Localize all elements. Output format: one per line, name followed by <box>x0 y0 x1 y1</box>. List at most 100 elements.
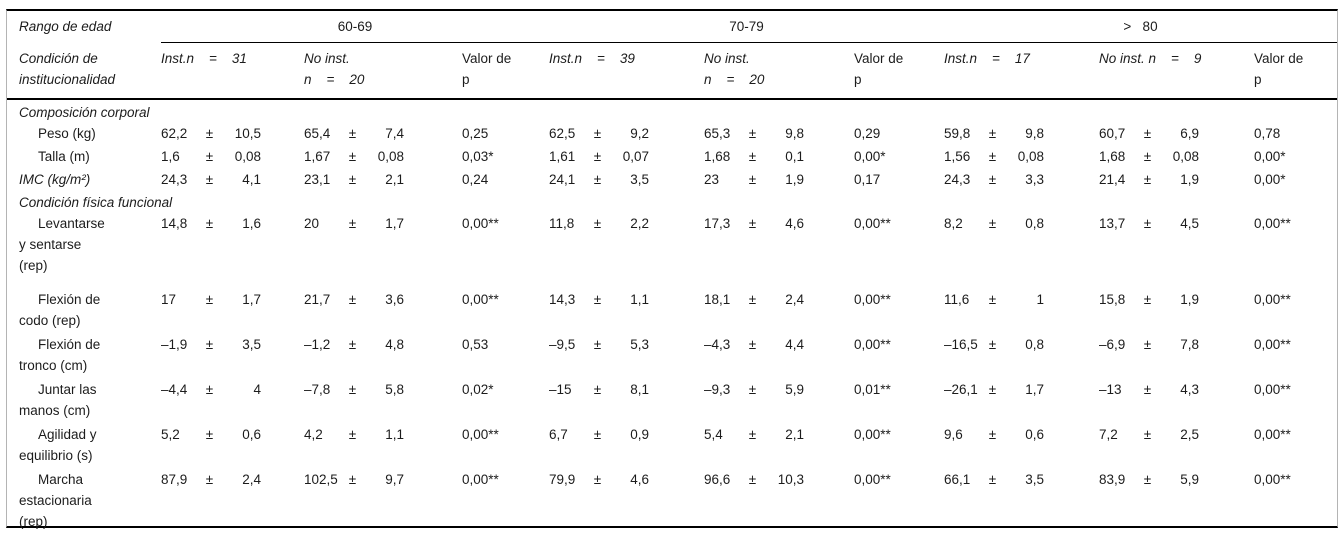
plusminus-sign: ± <box>988 149 997 164</box>
sd-value: 2,4 <box>785 292 804 307</box>
mean-value: 21,7 <box>304 292 331 307</box>
p-value-cell: 0,00** <box>1254 292 1291 307</box>
row-label: Juntar las manos (cm) <box>19 382 97 418</box>
sd-value: 10,3 <box>777 472 804 487</box>
p-value-cell: 0,00* <box>1254 172 1286 187</box>
plusminus-sign: ± <box>348 382 357 397</box>
mean-value: 87,9 <box>161 472 188 487</box>
sd-value: 9,2 <box>630 126 649 141</box>
sd-value: 0,8 <box>1025 337 1044 352</box>
col-header-noinst-3: No inst. n = 9 <box>1099 51 1202 66</box>
plusminus-sign: ± <box>988 472 997 487</box>
sd-value: 3,6 <box>385 292 404 307</box>
row-label: Marcha estacionaria (rep) <box>19 472 92 529</box>
sd-value: 4,5 <box>1180 216 1199 231</box>
mean-value: –4,4 <box>161 382 188 397</box>
mean-value: 59,8 <box>944 126 971 141</box>
plusminus-sign: ± <box>593 216 602 231</box>
plusminus-sign: ± <box>748 292 757 307</box>
mean-value: 62,2 <box>161 126 188 141</box>
sd-value: 1,9 <box>1180 292 1199 307</box>
plusminus-sign: ± <box>988 126 997 141</box>
age-range-label: Rango de edad <box>19 19 112 34</box>
age-group-label-1: 60-69 <box>337 19 373 34</box>
plusminus-sign: ± <box>593 427 602 442</box>
mean-value: 14,3 <box>549 292 576 307</box>
table-row: Levantarse y sentarse (rep) 14,8 ±1,6 20 ±1,… <box>19 213 1325 289</box>
sd-value: 5,9 <box>1180 472 1199 487</box>
table-row: Juntar las manos (cm) –4,4 ±4 –7,8 ±5,8 0,02*… <box>19 379 1325 424</box>
results-table: Rango de edad 60-69 70-79 > 80 Condición… <box>6 9 1338 529</box>
sd-value: 3,5 <box>242 337 261 352</box>
p-value-cell: 0,53 <box>462 337 489 352</box>
value-cell: 1,56 ±0,08 <box>944 146 1099 167</box>
p-value-cell: 0,00** <box>1254 337 1291 352</box>
plusminus-sign: ± <box>748 382 757 397</box>
plusminus-sign: ± <box>593 149 602 164</box>
sd-value: 1,9 <box>1180 172 1199 187</box>
mean-value: 17,3 <box>704 216 731 231</box>
table-row: Marcha estacionaria (rep) 87,9 ±2,4 102,5 ±9… <box>19 469 1325 535</box>
p-value-cell: 0,00** <box>854 216 891 231</box>
section-title: Composición corporal <box>19 105 150 120</box>
value-cell: –9,5 ±5,3 <box>549 334 704 355</box>
value-cell: 1,6 ±0,08 <box>161 146 304 167</box>
value-cell: 13,7 ±4,5 <box>1099 213 1254 234</box>
mean-value: 7,2 <box>1099 427 1118 442</box>
sd-value: 2,1 <box>785 427 804 442</box>
p-value-cell: 0,78 <box>1254 126 1281 141</box>
sd-value: 1,1 <box>385 427 404 442</box>
value-cell: –13 ±4,3 <box>1099 379 1254 400</box>
p-value-cell: 0,00* <box>854 149 886 164</box>
value-cell: 7,2 ±2,5 <box>1099 424 1254 445</box>
table-header-age-row: Rango de edad 60-69 70-79 > 80 <box>19 11 1337 43</box>
table-row: Flexión de codo (rep) 17 ±1,7 21,7 ±3,6 0,00*… <box>19 289 1325 334</box>
mean-value: 23 <box>704 172 720 187</box>
mean-value: 24,3 <box>161 172 188 187</box>
mean-value: –13 <box>1099 382 1122 397</box>
p-value-cell: 0,00** <box>854 292 891 307</box>
table-row: Talla (m) 1,6 ±0,08 1,67 ±0,08 0,03* 1,61 ±0,07… <box>19 146 1325 169</box>
mean-value: –15 <box>549 382 572 397</box>
sd-value: 1,1 <box>630 292 649 307</box>
col-header-pvalue-2: Valor de p <box>854 51 904 87</box>
row-label: Talla (m) <box>38 149 90 164</box>
value-cell: 17 ±1,7 <box>161 289 304 310</box>
p-value-cell: 0,00** <box>1254 382 1291 397</box>
mean-value: 11,6 <box>944 292 970 307</box>
value-cell: –26,1 ±1,7 <box>944 379 1099 400</box>
p-value-cell: 0,00** <box>854 337 891 352</box>
sd-value: 0,07 <box>622 149 649 164</box>
mean-value: 1,6 <box>161 149 180 164</box>
plusminus-sign: ± <box>205 216 214 231</box>
plusminus-sign: ± <box>593 382 602 397</box>
table-section: Composición corporal Peso (kg) 62,2 ±10,5 65… <box>19 102 1325 192</box>
sd-value: 8,1 <box>630 382 649 397</box>
value-cell: –15 ±8,1 <box>549 379 704 400</box>
value-cell: 18,1 ±2,4 <box>704 289 854 310</box>
p-value-cell: 0,17 <box>854 172 881 187</box>
mean-value: 65,4 <box>304 126 331 141</box>
mean-value: 15,8 <box>1099 292 1126 307</box>
sd-value: 0,08 <box>1172 149 1199 164</box>
sd-value: 7,8 <box>1180 337 1199 352</box>
mean-value: 6,7 <box>549 427 568 442</box>
age-group-label-3: > 80 <box>1123 19 1158 34</box>
plusminus-sign: ± <box>593 292 602 307</box>
mean-value: 4,2 <box>304 427 323 442</box>
p-value-cell: 0,00** <box>1254 427 1291 442</box>
table-section: Condición física funcional Levantarse y s… <box>19 192 1325 535</box>
value-cell: 1,61 ±0,07 <box>549 146 704 167</box>
value-cell: –9,3 ±5,9 <box>704 379 854 400</box>
sd-value: 2,5 <box>1180 427 1199 442</box>
sd-value: 0,08 <box>377 149 404 164</box>
plusminus-sign: ± <box>1143 427 1152 442</box>
mean-value: 11,8 <box>549 216 575 231</box>
value-cell: –1,9 ±3,5 <box>161 334 304 355</box>
sd-value: 4,3 <box>1180 382 1199 397</box>
mean-value: 24,3 <box>944 172 971 187</box>
table-row: IMC (kg/m²) 24,3 ±4,1 23,1 ±2,1 0,24 24,1 ±3,5 2… <box>19 169 1325 192</box>
plusminus-sign: ± <box>748 472 757 487</box>
value-cell: 21,4 ±1,9 <box>1099 169 1254 190</box>
value-cell: 62,2 ±10,5 <box>161 123 304 144</box>
